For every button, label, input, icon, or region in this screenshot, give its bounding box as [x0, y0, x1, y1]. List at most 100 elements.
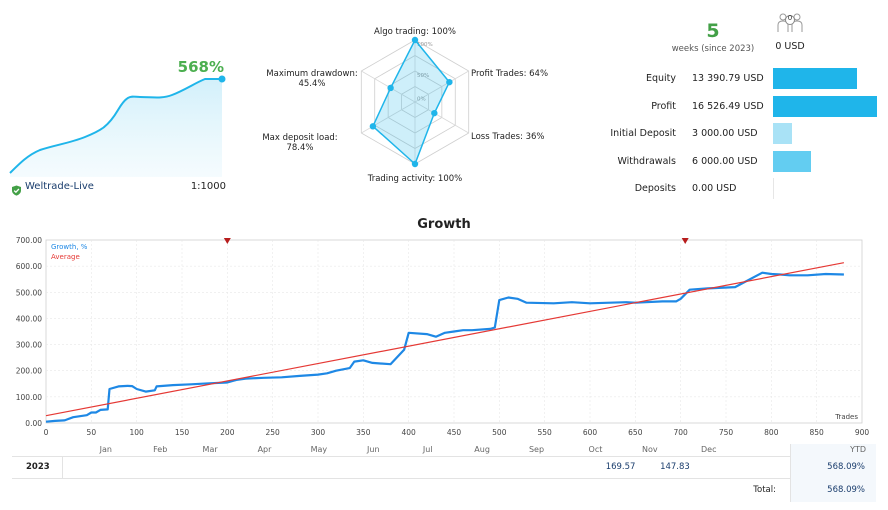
x-tick-label: 850	[810, 428, 825, 437]
ytd-value: 568.09%	[827, 462, 865, 472]
x-tick-label: 550	[538, 428, 553, 437]
x-tick-label: 500	[492, 428, 507, 437]
table-divider	[790, 444, 791, 502]
x-tick-label: 0	[44, 428, 49, 437]
mini-growth-line	[9, 78, 222, 174]
month-header: Jan	[99, 445, 112, 454]
leverage: 1:1000	[190, 181, 226, 192]
stat-label: Initial Deposit	[610, 128, 676, 139]
stat-bar	[773, 123, 792, 144]
x-tick-label: 650	[628, 428, 643, 437]
server-name[interactable]: Weltrade-Live	[25, 181, 94, 192]
radar-axis-label: Maximum drawdown:	[266, 69, 358, 79]
weeks-caption: weeks (since 2023)	[671, 44, 755, 54]
stat-bar	[773, 178, 774, 199]
radar-point	[446, 78, 453, 86]
y-tick-label: 700.00	[16, 236, 42, 245]
stat-value: 3 000.00 USD	[692, 128, 758, 139]
x-tick-label: 200	[220, 428, 235, 437]
month-header: Jun	[367, 445, 380, 454]
y-tick-label: 500.00	[16, 288, 42, 297]
verified-shield-icon	[11, 181, 22, 196]
month-header: Apr	[257, 445, 272, 454]
mini-growth-area	[10, 79, 222, 177]
radar-point	[387, 84, 394, 92]
table-divider	[12, 478, 876, 479]
radar-axis-label: Algo trading: 100%	[374, 27, 456, 37]
subscribers-funds: 0 USD	[775, 41, 805, 52]
x-tick-label: 700	[674, 428, 689, 437]
radar-ring-label: 0%	[417, 97, 426, 103]
total-label: Total:	[753, 485, 776, 495]
month-header: Sep	[528, 445, 545, 454]
x-tick-label: 150	[175, 428, 190, 437]
account-summary-panel: 568% Weltrade-Live 1:1000 100% 50% 0% Algo…	[0, 0, 888, 205]
month-value[interactable]: 169.57	[605, 462, 636, 472]
stat-label: Deposits	[634, 183, 676, 194]
x-tick-label: 800	[764, 428, 779, 437]
radar-axis-label: Trading activity: 100%	[367, 174, 463, 184]
radar-point	[411, 160, 419, 168]
y-tick-label: 400.00	[16, 314, 42, 323]
year-label: 2023	[26, 462, 50, 472]
x-tick-label: 900	[855, 428, 870, 437]
y-tick-label: 200.00	[16, 367, 42, 376]
radar-spoke	[414, 101, 469, 134]
y-tick-label: 0.00	[25, 419, 42, 428]
radar-ring-label: 50%	[417, 73, 429, 79]
x-tick-label: 300	[311, 428, 326, 437]
event-marker[interactable]	[681, 238, 689, 244]
stat-label: Withdrawals	[617, 155, 676, 167]
radar-axis-label: Loss Trades: 36%	[471, 132, 545, 142]
radar-point	[411, 36, 419, 44]
stat-value: 16 526.49 USD	[692, 100, 764, 112]
month-header: Nov	[642, 445, 658, 454]
x-tick-label: 250	[266, 428, 281, 437]
y-tick-label: 600.00	[16, 262, 42, 271]
stat-bar	[773, 150, 811, 172]
subscribers-icon[interactable]	[776, 10, 804, 36]
radar-value-area	[371, 38, 451, 166]
month-header: May	[310, 445, 328, 454]
x-tick-label: 450	[447, 428, 462, 437]
stat-bar	[773, 68, 858, 89]
legend-entry: Average	[51, 253, 80, 261]
x-axis-label: Trades	[834, 413, 858, 421]
stat-value: 0.00 USD	[692, 183, 737, 194]
stat-value: 6 000.00 USD	[692, 155, 758, 167]
radar-ring-label: 100%	[417, 42, 433, 48]
month-header: Jul	[422, 445, 433, 454]
x-tick-label: 350	[356, 428, 371, 437]
table-divider	[62, 456, 63, 478]
month-header: Feb	[153, 445, 168, 454]
month-header: Mar	[202, 445, 218, 454]
radar-point	[431, 109, 438, 117]
x-tick-label: 750	[719, 428, 734, 437]
growth-percent: 568%	[177, 58, 224, 76]
subscribers-count: 0	[787, 14, 793, 22]
chart-title: Growth	[417, 217, 471, 232]
month-header: Oct	[588, 445, 603, 454]
month-value[interactable]: 147.83	[660, 462, 690, 472]
radar-chart: 100% 50% 0%	[360, 36, 470, 168]
radar-axis-label: Profit Trades: 64%	[471, 69, 549, 79]
ytd-column-bg	[791, 444, 876, 502]
stat-value: 13 390.79 USD	[692, 73, 764, 84]
table-divider	[12, 456, 876, 457]
stat-label: Profit	[651, 100, 676, 112]
radar-axis-label: 78.4%	[286, 143, 314, 153]
x-tick-label: 600	[583, 428, 598, 437]
event-marker[interactable]	[223, 238, 231, 244]
x-tick-label: 100	[130, 428, 145, 437]
radar-axis-label: Max deposit load:	[262, 133, 338, 143]
mini-growth-chart	[9, 75, 226, 177]
total-value: 568.09%	[827, 485, 865, 495]
x-tick-label: 50	[87, 428, 97, 437]
weeks-value: 5	[706, 20, 720, 42]
growth-chart: 0 50 100 150 200 250 300 350 400 450 500 550 600 650 7…	[16, 236, 870, 437]
y-tick-label: 300.00	[16, 341, 42, 350]
month-header: Aug	[474, 445, 490, 454]
stat-bar	[773, 95, 877, 117]
average-series-line	[45, 262, 845, 417]
stat-label: Equity	[645, 73, 676, 84]
